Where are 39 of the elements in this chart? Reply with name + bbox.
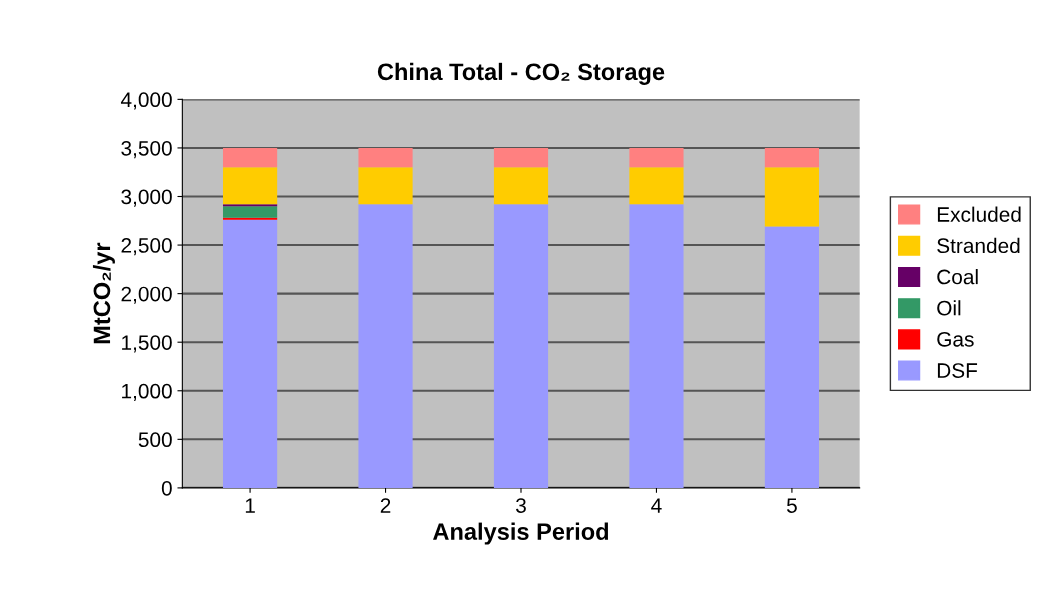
x-axis-title: Analysis Period (433, 522, 609, 545)
bar (222, 206, 278, 218)
bar (493, 147, 549, 168)
bar (629, 204, 684, 488)
legend-label: DSF (937, 363, 978, 378)
y-tick-label: 3,500 (121, 140, 172, 159)
bar (222, 147, 278, 168)
bar (222, 219, 278, 488)
y-tick-label: 0 (161, 480, 172, 496)
x-tick-label: 2 (380, 498, 391, 513)
legend-label: Excluded (937, 206, 1021, 222)
bar (629, 147, 684, 168)
bar (764, 147, 820, 168)
y-tick-label: 2,500 (121, 238, 172, 256)
x-tick-label: 3 (516, 498, 526, 513)
bar (493, 204, 549, 488)
y-tick-label: 1,500 (122, 335, 172, 353)
y-tick-label: 2,000 (121, 286, 172, 304)
chart-title: China Total - CO₂ Storage (377, 62, 665, 85)
bar (358, 204, 413, 488)
y-tick-label: 500 (138, 432, 172, 448)
y-tick-label: 1,000 (122, 383, 172, 401)
bar (764, 226, 820, 488)
y-axis-title: MtCO₂/yr (92, 242, 115, 344)
bar (358, 167, 413, 205)
bar (222, 167, 278, 205)
y-tick-label: 3,000 (121, 189, 172, 207)
bar (629, 167, 684, 205)
bar (764, 167, 820, 227)
x-tick-label: 4 (651, 498, 662, 513)
x-tick-label: 1 (245, 498, 255, 513)
bar (493, 167, 549, 205)
legend-label: Coal (937, 269, 978, 285)
legend-label: Stranded (937, 237, 1020, 254)
y-tick-label: 4,000 (120, 92, 172, 110)
bar (358, 147, 413, 168)
x-tick-label: 5 (786, 498, 797, 513)
legend-label: Oil (937, 300, 961, 316)
legend-label: Gas (937, 331, 974, 347)
